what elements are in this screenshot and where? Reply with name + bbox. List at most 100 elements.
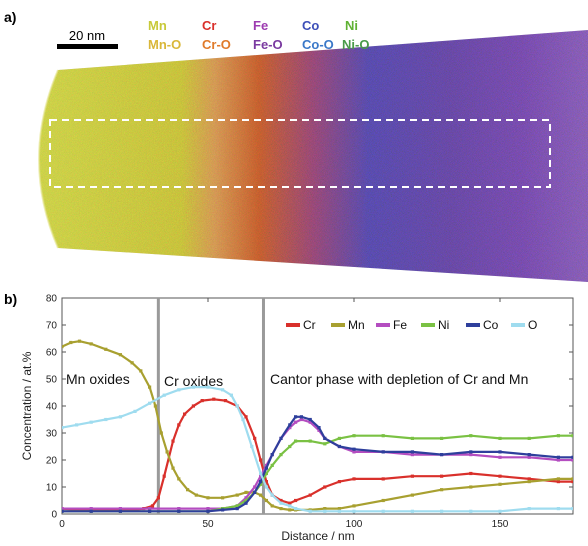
axis-ticks: 0 10 20 30 40 50 60 70 80 0 50 100 150 xyxy=(46,294,573,530)
data-point-cr xyxy=(259,458,263,462)
data-point-ni xyxy=(270,463,274,467)
data-point-fe xyxy=(571,458,573,462)
data-point-fe xyxy=(177,507,181,511)
data-point-fe xyxy=(352,450,356,454)
region-label-mn-oxides: Mn oxides xyxy=(66,371,130,387)
data-point-cr xyxy=(171,439,175,443)
data-point-fe xyxy=(410,453,414,457)
data-point-mn xyxy=(148,385,152,389)
data-point-ni xyxy=(410,436,414,440)
scale-bar: 20 nm xyxy=(57,28,118,49)
data-point-ni xyxy=(381,434,385,438)
data-point-cr xyxy=(294,498,298,503)
data-point-mn xyxy=(69,340,73,345)
region-label-cantor: Cantor phase with depletion of Cr and Mn xyxy=(270,371,528,387)
data-point-co xyxy=(244,501,248,505)
data-point-fe xyxy=(527,455,531,459)
x-tick-label: 100 xyxy=(346,519,363,530)
data-point-cr xyxy=(571,480,573,484)
data-point-cr xyxy=(200,399,204,403)
data-point-o xyxy=(104,417,108,422)
legend-label-o: O xyxy=(528,318,537,332)
data-point-cr xyxy=(212,397,216,401)
data-point-co xyxy=(308,417,312,422)
data-point-o xyxy=(229,393,233,397)
y-tick-label: 30 xyxy=(46,429,58,440)
data-point-fe xyxy=(469,453,473,457)
data-point-mn xyxy=(165,450,169,454)
data-point-ni xyxy=(556,434,560,438)
data-point-o xyxy=(288,504,292,508)
data-point-cr xyxy=(469,471,473,476)
data-point-mn xyxy=(469,485,473,489)
y-tick-label: 50 xyxy=(46,375,58,386)
data-series xyxy=(62,339,573,513)
data-point-o xyxy=(75,423,79,427)
y-tick-label: 80 xyxy=(46,294,58,305)
data-point-o xyxy=(235,404,239,408)
data-point-cr xyxy=(253,436,257,440)
data-point-cr xyxy=(279,498,283,503)
x-tick-label: 150 xyxy=(492,519,509,530)
data-point-fe xyxy=(244,496,248,500)
data-point-ni xyxy=(294,439,298,443)
data-point-fe xyxy=(253,485,257,489)
data-point-co xyxy=(270,453,274,457)
data-point-co xyxy=(410,450,414,454)
data-point-mn xyxy=(159,431,163,435)
legend-cr-o: Cr-O xyxy=(202,37,231,52)
legend-mn-o: Mn-O xyxy=(148,37,181,52)
data-point-mn xyxy=(498,482,502,486)
data-point-cr xyxy=(75,508,79,512)
legend-label-cr: Cr xyxy=(303,318,316,332)
data-point-fe xyxy=(62,507,64,511)
data-point-mn xyxy=(244,490,248,494)
y-tick-label: 70 xyxy=(46,321,58,332)
data-point-mn xyxy=(139,369,143,373)
data-point-mn xyxy=(279,507,283,511)
scale-bar-label: 20 nm xyxy=(69,28,105,43)
data-point-mn xyxy=(264,498,268,503)
data-point-ni xyxy=(352,434,356,438)
data-point-o xyxy=(191,385,195,389)
data-point-o xyxy=(89,420,93,424)
data-point-cr xyxy=(381,477,385,481)
data-point-cr xyxy=(191,404,195,408)
legend-co: Co xyxy=(302,18,319,33)
data-point-o xyxy=(270,493,274,497)
legend-ni-o: Ni-O xyxy=(342,37,369,52)
data-point-ni xyxy=(323,442,327,446)
y-tick-label: 60 xyxy=(46,348,58,359)
data-point-co xyxy=(235,507,239,511)
data-point-o xyxy=(571,507,573,511)
legend-cr: Cr xyxy=(202,18,216,33)
data-point-fe xyxy=(556,458,560,462)
data-point-fe xyxy=(317,428,321,432)
data-point-mn xyxy=(77,339,82,343)
data-point-cr xyxy=(337,480,341,484)
data-point-mn xyxy=(352,504,356,508)
data-point-ni xyxy=(571,434,573,438)
data-point-mn xyxy=(288,508,292,512)
legend-label-mn: Mn xyxy=(348,318,365,332)
y-tick-label: 0 xyxy=(51,510,57,521)
data-point-fe xyxy=(89,507,93,511)
data-point-cr xyxy=(556,480,560,484)
data-point-co xyxy=(381,450,385,454)
data-point-cr xyxy=(410,474,414,478)
data-point-co xyxy=(299,415,303,419)
series-co xyxy=(62,415,573,513)
data-point-cr xyxy=(498,474,502,478)
legend-ni: Ni xyxy=(345,18,358,33)
legend-mn: Mn xyxy=(148,18,167,33)
data-point-o xyxy=(308,509,312,513)
data-point-o xyxy=(148,401,152,405)
data-point-cr xyxy=(288,501,292,505)
panel-a: a) 20 nm Mn Mn-O Cr Cr-O Fe Fe-O Co Co-O… xyxy=(4,9,588,282)
data-point-fe xyxy=(148,507,152,511)
data-point-o xyxy=(279,501,283,505)
data-point-co xyxy=(62,509,64,513)
data-point-mn xyxy=(323,507,327,511)
y-axis-title: Concentration / at.% xyxy=(20,351,34,460)
